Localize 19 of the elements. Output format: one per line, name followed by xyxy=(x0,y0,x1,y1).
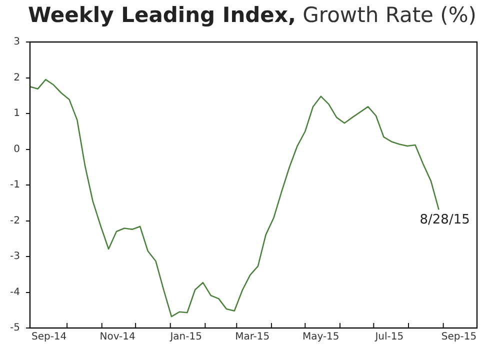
y-tick-label: 2 xyxy=(14,72,20,84)
x-tick-label: Sep-15 xyxy=(441,332,477,343)
y-tick-label: 0 xyxy=(14,144,20,155)
y-tick-label: 3 xyxy=(14,36,20,48)
chart-subtitle: Growth Rate (%) xyxy=(302,3,476,27)
x-tick-label: Jul-15 xyxy=(374,332,404,343)
y-tick-label: -3 xyxy=(10,251,20,262)
annotation: 8/28/15 xyxy=(420,212,470,228)
x-tick-label: Mar-15 xyxy=(235,332,270,343)
x-tick-label: Nov-14 xyxy=(100,332,136,343)
y-tick-label: -4 xyxy=(10,286,20,298)
x-tick-label: May-15 xyxy=(302,332,340,343)
y-tick-label: -1 xyxy=(10,180,20,191)
chart-title: Weekly Leading Index, xyxy=(28,3,296,27)
x-tick-label: Sep-14 xyxy=(31,332,67,343)
y-tick-label: 1 xyxy=(14,108,20,120)
y-tick-label: -2 xyxy=(10,215,20,226)
y-tick-label: -5 xyxy=(10,322,20,334)
x-tick-label: Jan-15 xyxy=(169,332,202,343)
